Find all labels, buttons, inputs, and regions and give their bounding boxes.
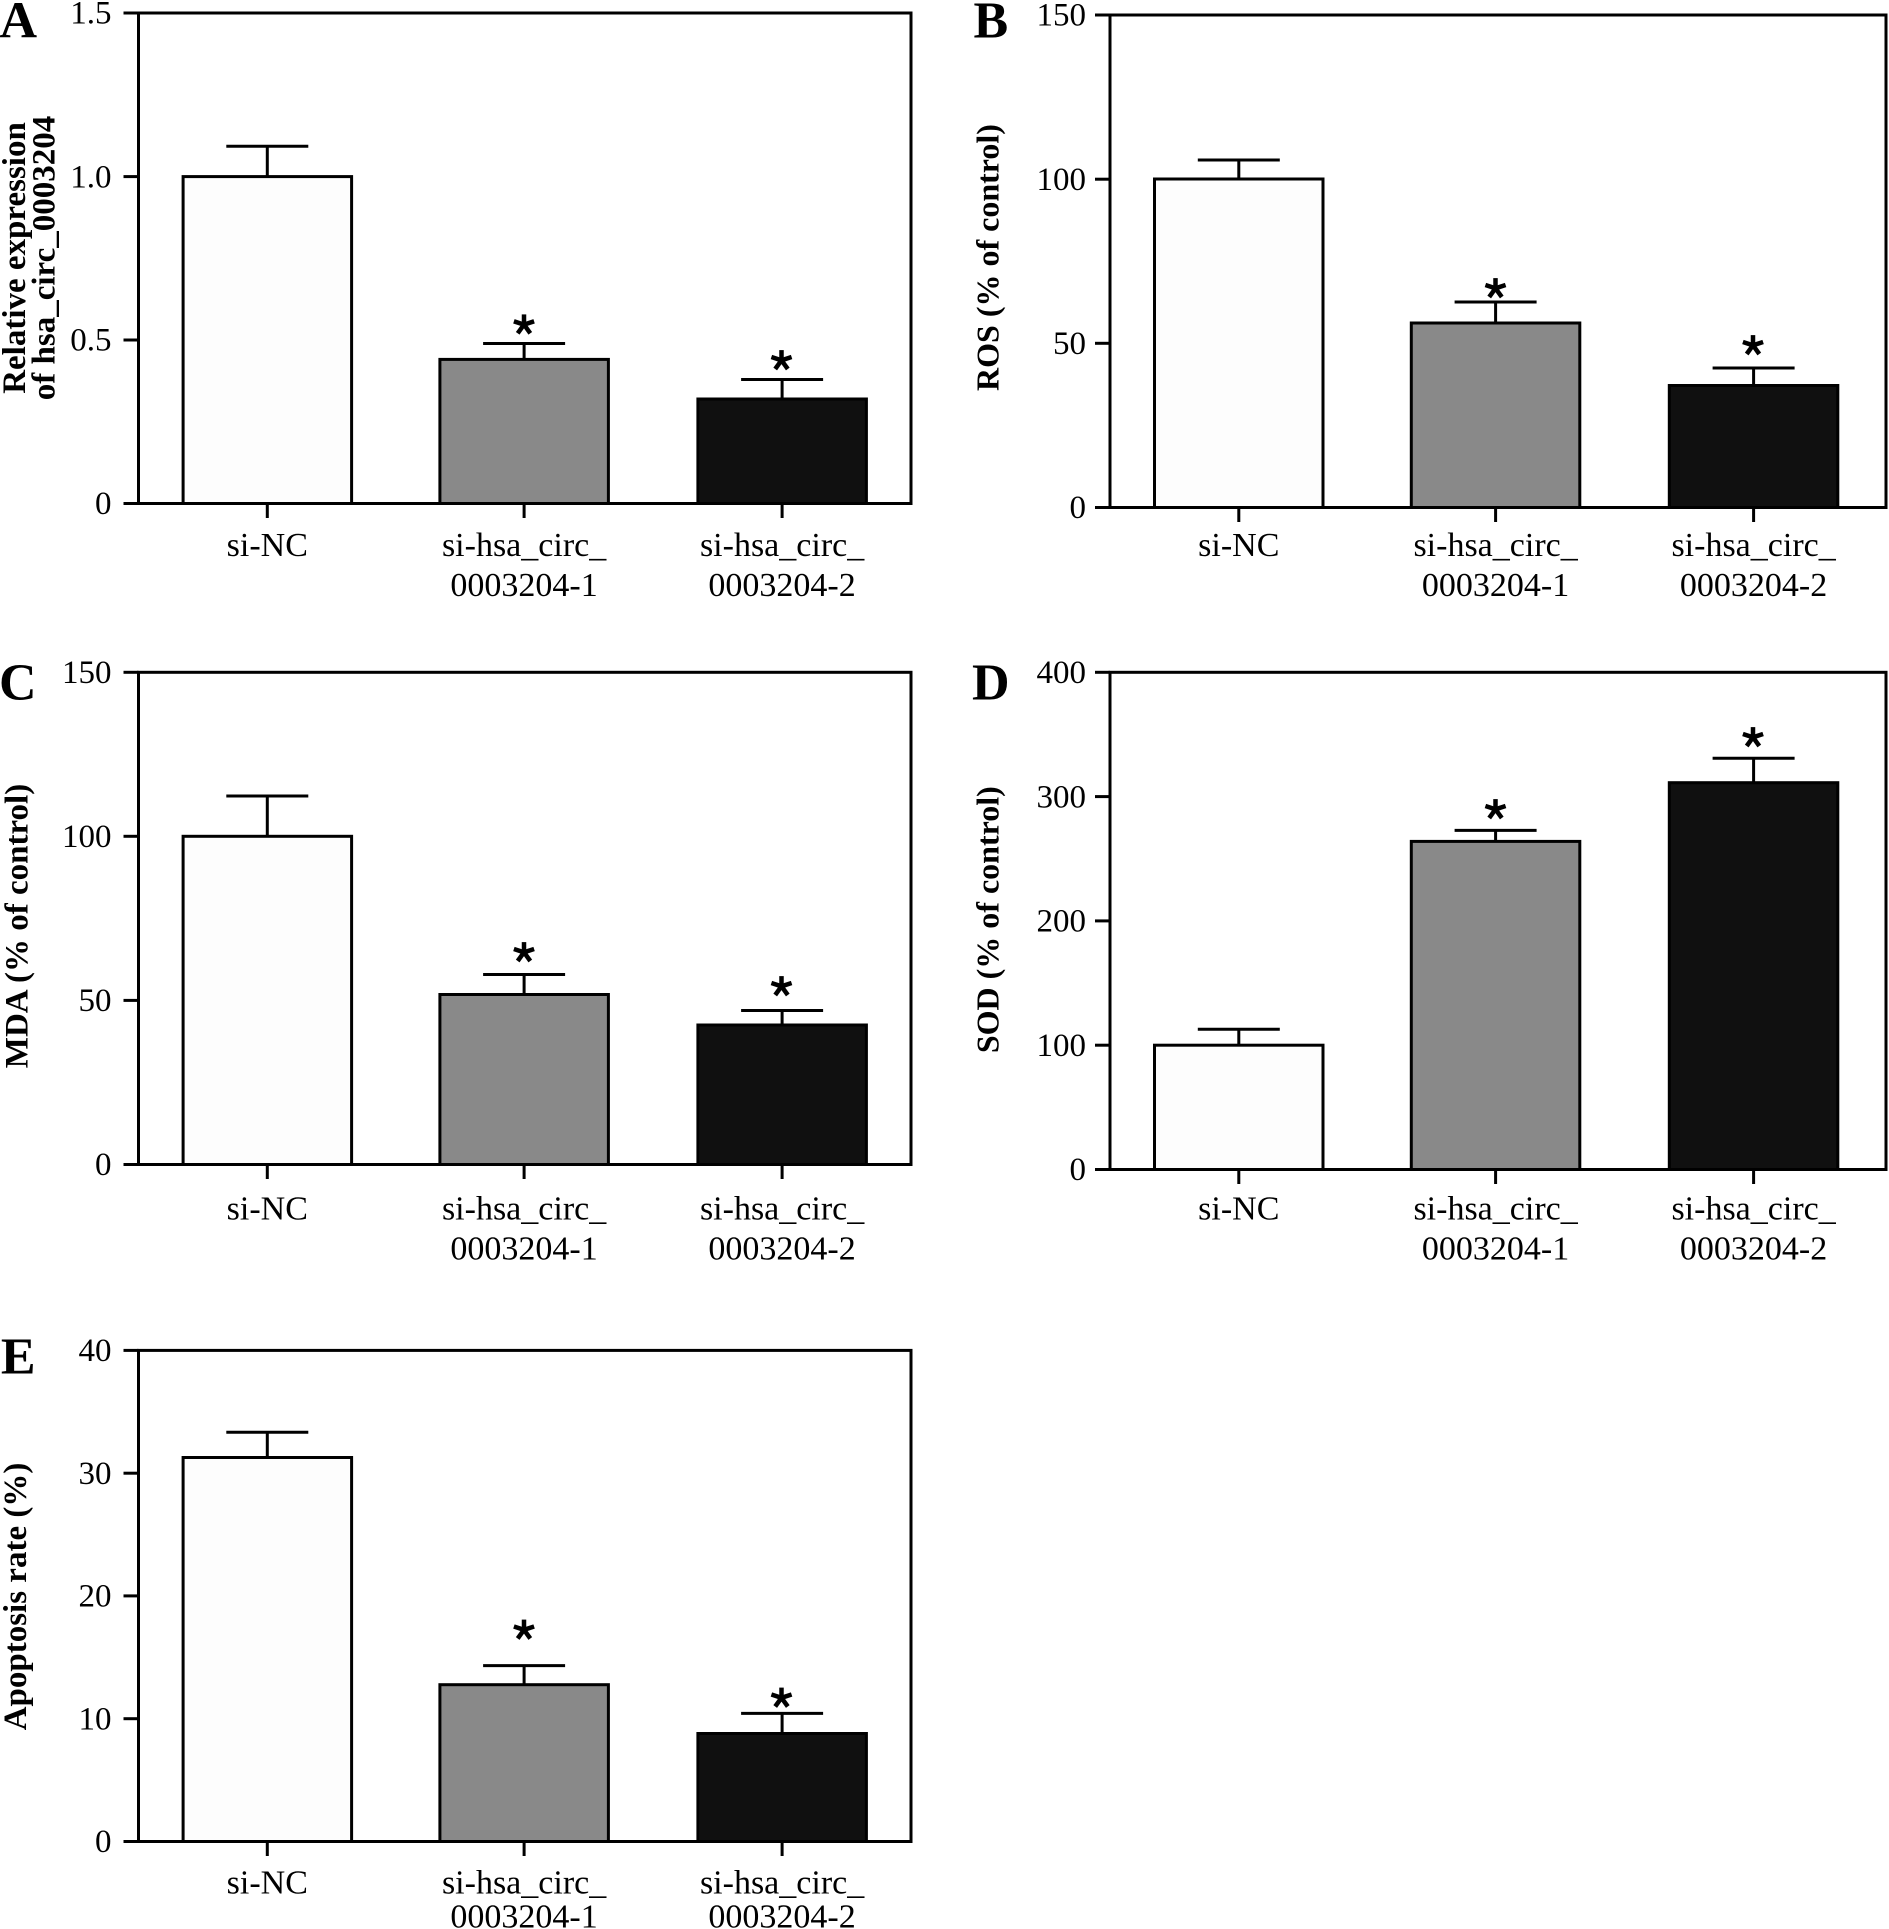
- svg-text:1.5: 1.5: [70, 0, 111, 32]
- svg-text:150: 150: [1037, 0, 1087, 34]
- svg-text:Relative expression: Relative expression: [0, 122, 33, 394]
- svg-text:30: 30: [79, 1456, 112, 1492]
- svg-text:E: E: [1, 1328, 36, 1385]
- svg-text:si-hsa_circ_: si-hsa_circ_: [1671, 1191, 1836, 1228]
- svg-text:si-hsa_circ_: si-hsa_circ_: [442, 1191, 607, 1228]
- svg-text:0003204-2: 0003204-2: [708, 1231, 855, 1268]
- svg-text:100: 100: [1037, 1028, 1087, 1064]
- svg-text:150: 150: [62, 655, 112, 691]
- svg-text:si-hsa_circ_: si-hsa_circ_: [700, 1865, 865, 1902]
- svg-text:100: 100: [62, 819, 112, 855]
- svg-text:10: 10: [79, 1701, 112, 1737]
- svg-text:A: A: [0, 0, 38, 49]
- svg-text:B: B: [974, 0, 1009, 49]
- svg-text:300: 300: [1037, 779, 1087, 815]
- svg-text:si-hsa_circ_: si-hsa_circ_: [442, 1865, 607, 1902]
- svg-text:si-hsa_circ_: si-hsa_circ_: [442, 527, 607, 564]
- svg-text:si-hsa_circ_: si-hsa_circ_: [1671, 527, 1836, 564]
- svg-text:1.0: 1.0: [70, 159, 111, 195]
- svg-text:0: 0: [1070, 1152, 1087, 1188]
- svg-text:0: 0: [95, 1147, 112, 1183]
- svg-text:si-hsa_circ_: si-hsa_circ_: [1413, 527, 1578, 564]
- svg-text:si-hsa_circ_: si-hsa_circ_: [700, 527, 865, 564]
- svg-text:0: 0: [95, 1824, 112, 1860]
- svg-text:Apoptosis rate (%): Apoptosis rate (%): [0, 1463, 34, 1731]
- svg-text:0.5: 0.5: [70, 323, 111, 359]
- svg-text:C: C: [0, 655, 37, 712]
- svg-text:0003204-1: 0003204-1: [1422, 1231, 1569, 1268]
- svg-text:100: 100: [1037, 162, 1087, 198]
- svg-text:0: 0: [95, 486, 112, 522]
- svg-text:si-NC: si-NC: [1198, 527, 1279, 564]
- svg-text:200: 200: [1037, 904, 1087, 940]
- svg-text:50: 50: [1053, 326, 1086, 362]
- svg-text:of hsa_circ_0003204: of hsa_circ_0003204: [27, 116, 63, 400]
- svg-text:0003204-1: 0003204-1: [450, 1899, 597, 1929]
- svg-text:SOD (% of control): SOD (% of control): [970, 786, 1006, 1053]
- svg-text:si-NC: si-NC: [227, 1191, 308, 1228]
- svg-text:si-NC: si-NC: [1198, 1191, 1279, 1228]
- svg-text:400: 400: [1037, 655, 1087, 691]
- svg-text:0003204-2: 0003204-2: [1680, 1231, 1827, 1268]
- svg-text:si-NC: si-NC: [227, 1865, 308, 1902]
- svg-text:40: 40: [79, 1333, 112, 1369]
- svg-text:0: 0: [1070, 490, 1087, 526]
- svg-text:0003204-1: 0003204-1: [1422, 567, 1569, 604]
- svg-text:20: 20: [79, 1579, 112, 1615]
- svg-text:0003204-2: 0003204-2: [708, 1899, 855, 1929]
- svg-text:0003204-1: 0003204-1: [450, 1231, 597, 1268]
- svg-text:D: D: [972, 655, 1010, 712]
- svg-text:MDA (% of control): MDA (% of control): [0, 784, 36, 1068]
- svg-text:si-hsa_circ_: si-hsa_circ_: [700, 1191, 865, 1228]
- svg-text:0003204-1: 0003204-1: [450, 567, 597, 604]
- svg-text:0003204-2: 0003204-2: [1680, 567, 1827, 604]
- svg-text:si-NC: si-NC: [227, 527, 308, 564]
- svg-text:0003204-2: 0003204-2: [708, 567, 855, 604]
- svg-text:ROS (% of control): ROS (% of control): [970, 124, 1006, 391]
- svg-text:50: 50: [79, 983, 112, 1019]
- svg-text:si-hsa_circ_: si-hsa_circ_: [1413, 1191, 1578, 1228]
